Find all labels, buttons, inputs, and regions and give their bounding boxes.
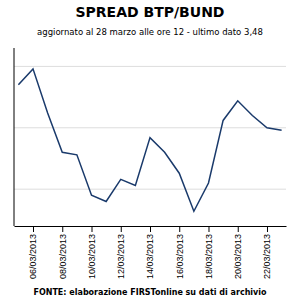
plot: 06/03/2013 08/03/2013 10/03/2013 12/03/2013… — [14, 48, 287, 279]
grid-line — [14, 127, 286, 128]
x-tick-mark — [150, 226, 151, 232]
x-tick-mark — [121, 226, 122, 232]
x-tick-label: 12/03/2013 — [116, 234, 126, 279]
x-tick-mark — [92, 226, 93, 232]
x-axis: 06/03/2013 08/03/2013 10/03/2013 12/03/2013… — [15, 226, 287, 279]
x-tick-label: 16/03/2013 — [175, 234, 185, 279]
x-tick: 08/03/2013 — [58, 226, 68, 279]
grid-line — [14, 66, 286, 67]
chart: SPREAD BTP/BUND aggiornato al 28 marzo al… — [0, 0, 300, 300]
subtitle: aggiornato al 28 marzo alle ore 12 - ult… — [37, 27, 263, 37]
x-tick-label: 20/03/2013 — [233, 234, 243, 279]
x-tick-mark — [33, 226, 34, 232]
x-tick: 12/03/2013 — [116, 226, 126, 279]
x-tick-label: 14/03/2013 — [145, 234, 155, 279]
x-tick: 16/03/2013 — [175, 226, 185, 279]
x-tick-label: 06/03/2013 — [28, 234, 38, 279]
grid — [14, 66, 286, 189]
series — [18, 69, 281, 211]
x-tick: 06/03/2013 — [28, 226, 38, 279]
x-tick-mark — [238, 226, 239, 232]
line — [18, 69, 281, 211]
x-tick: 20/03/2013 — [233, 226, 243, 279]
y-axis-line — [14, 48, 15, 226]
x-tick-mark — [62, 226, 63, 232]
x-tick-label: 08/03/2013 — [58, 234, 68, 279]
x-tick-label: 22/03/2013 — [262, 234, 272, 279]
title: SPREAD BTP/BUND — [76, 4, 225, 20]
x-tick-mark — [179, 226, 180, 232]
footer: FONTE: elaborazione FIRSTonline su dati … — [33, 288, 267, 297]
grid-line — [14, 189, 286, 190]
x-tick: 22/03/2013 — [262, 226, 272, 279]
x-tick: 10/03/2013 — [87, 226, 97, 279]
x-tick-label: 10/03/2013 — [87, 234, 97, 279]
x-tick-mark — [267, 226, 268, 232]
x-tick-label: 18/03/2013 — [204, 234, 214, 279]
x-tick: 18/03/2013 — [204, 226, 214, 279]
x-tick-mark — [208, 226, 209, 232]
x-tick: 14/03/2013 — [145, 226, 155, 279]
